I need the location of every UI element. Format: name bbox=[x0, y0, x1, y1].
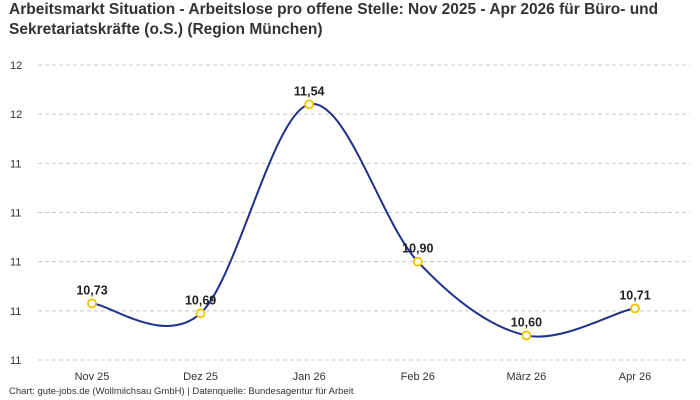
series-line bbox=[91, 103, 636, 338]
data-label: 10,60 bbox=[511, 315, 542, 329]
y-tick-label: 12 bbox=[10, 109, 22, 121]
data-label: 10,71 bbox=[619, 288, 650, 302]
x-tick-label: Nov 25 bbox=[75, 371, 110, 383]
x-tick-label: Feb 26 bbox=[401, 371, 435, 383]
data-markers bbox=[87, 99, 640, 341]
x-tick-label: März 26 bbox=[507, 371, 547, 383]
data-point bbox=[87, 298, 97, 309]
data-point bbox=[630, 303, 640, 314]
data-point bbox=[412, 256, 423, 267]
data-point bbox=[195, 308, 206, 319]
x-tick-label: Dez 25 bbox=[183, 371, 218, 383]
x-tick-label: Apr 26 bbox=[619, 371, 651, 383]
data-label: 10,69 bbox=[185, 293, 216, 307]
y-axis-ticks: 11 11 11 11 11 12 12 bbox=[10, 60, 22, 367]
chart-title: Arbeitsmarkt Situation - Arbeitslose pro… bbox=[9, 1, 659, 38]
grid-lines bbox=[38, 64, 690, 361]
data-label: 10,73 bbox=[76, 283, 107, 297]
y-tick-label: 11 bbox=[10, 257, 21, 269]
x-axis-ticks: Nov 25 Dez 25 Jan 26 Feb 26 März 26 Apr 26 bbox=[75, 371, 652, 383]
data-label: 11,54 bbox=[294, 84, 325, 98]
data-point bbox=[521, 330, 532, 341]
chart-footer: Chart: gute-jobs.de (Wollmilchsau GmbH) … bbox=[9, 386, 354, 397]
y-tick-label: 11 bbox=[10, 158, 21, 170]
y-tick-label: 11 bbox=[10, 306, 21, 318]
x-tick-label: Jan 26 bbox=[293, 371, 326, 383]
y-tick-label: 11 bbox=[10, 208, 21, 220]
y-tick-label: 12 bbox=[10, 60, 22, 72]
data-point bbox=[304, 99, 315, 110]
y-tick-label: 11 bbox=[10, 355, 21, 367]
data-label: 10,90 bbox=[402, 242, 433, 256]
data-labels: 10,73 10,69 11,54 10,90 10,60 10,71 bbox=[76, 84, 650, 329]
